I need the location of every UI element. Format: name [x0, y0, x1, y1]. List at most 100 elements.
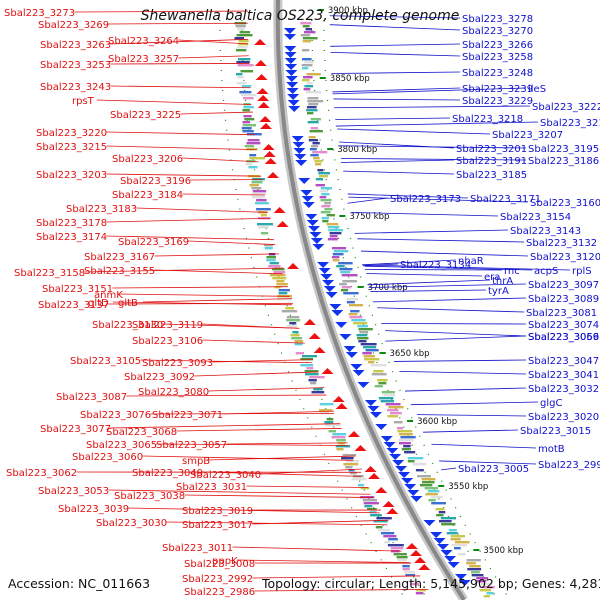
forward-gene-arrow — [308, 333, 321, 339]
gene-band — [388, 538, 398, 541]
gene-band — [322, 220, 329, 223]
left-leader-line — [112, 301, 293, 306]
left-leader-line — [156, 443, 348, 446]
gene-band — [363, 502, 379, 505]
reverse-gene-arrow — [323, 286, 336, 292]
left-gene-label: Sbal223_3206 — [112, 154, 183, 165]
gene-band — [340, 289, 349, 292]
left-gene-label: Sbal223_3183 — [66, 204, 137, 215]
gene-band — [302, 67, 309, 70]
right-gene-label: Sbal223_3248 — [462, 68, 533, 79]
left-leader-line — [222, 410, 334, 415]
right-gene-label: Sbal223_3160 — [530, 198, 600, 209]
reverse-gene-arrow — [287, 94, 300, 100]
gene-band — [256, 199, 267, 202]
gene-band — [410, 583, 419, 586]
left-gene-label: anmK — [94, 290, 123, 301]
left-leader-line — [226, 442, 348, 445]
gene-band — [416, 589, 426, 592]
left-gene-label: Sbal223_3137 — [38, 300, 109, 311]
gene-band — [294, 343, 303, 346]
gene-band — [242, 121, 251, 124]
gene-band — [310, 382, 317, 385]
reverse-gene-arrow — [284, 46, 297, 52]
gene-band — [419, 484, 433, 487]
gene-band — [303, 76, 313, 79]
gene-band — [349, 472, 357, 475]
reverse-gene-arrow — [317, 262, 330, 268]
left-leader-line — [194, 371, 319, 377]
gene-band — [303, 31, 316, 34]
left-gene-label: Sbal223_3065 — [86, 440, 157, 451]
gene-band — [370, 364, 387, 367]
reverse-gene-arrow — [283, 28, 296, 34]
gene-band — [363, 346, 377, 349]
gene-band — [308, 103, 319, 106]
left-gene-label: Sbal223_2986 — [184, 587, 255, 598]
forward-gene-arrow — [256, 88, 269, 94]
right-leader-line — [347, 193, 469, 199]
gene-band — [295, 352, 304, 355]
gene-band — [448, 529, 457, 532]
gene-band — [333, 250, 349, 253]
gene-band — [399, 442, 411, 445]
map-title: Shewanella baltica OS223, complete genom… — [140, 8, 460, 24]
right-gene-label: Sbal223_3097 — [528, 280, 599, 291]
left-gene-label: Sbal223_3008 — [184, 559, 255, 570]
left-leader-line — [110, 85, 251, 89]
left-leader-line — [184, 494, 373, 498]
gene-band — [328, 229, 344, 232]
left-gene-label: Sbal223_3077 — [40, 424, 111, 435]
gene-band — [331, 436, 346, 439]
left-gene-label: pppK — [212, 556, 238, 567]
right-gene-label: nhaR — [458, 256, 484, 267]
gene-band — [455, 541, 470, 544]
gene-band — [272, 268, 285, 271]
left-gene-label: Sbal223_3092 — [124, 372, 195, 383]
left-leader-line — [108, 22, 248, 25]
gene-band — [310, 118, 321, 121]
gene-band — [321, 193, 330, 196]
right-leader-line — [410, 401, 539, 406]
gene-band — [339, 283, 347, 286]
left-gene-label: Sbal223_3071 — [152, 410, 223, 421]
gene-band — [251, 193, 266, 196]
gene-band — [332, 253, 344, 256]
right-leader-line — [367, 279, 491, 286]
gene-band — [260, 214, 267, 217]
left-leader-line — [74, 10, 248, 13]
gene-band — [362, 352, 372, 355]
reverse-gene-arrow — [293, 148, 306, 154]
left-gene-label: Sbal223_3057 — [156, 440, 227, 451]
gene-band — [374, 385, 383, 388]
gene-band — [242, 124, 257, 127]
right-gene-label: Sbal223_3066 — [528, 332, 599, 343]
reverse-gene-arrow — [380, 436, 393, 442]
gene-band — [249, 157, 266, 160]
gene-band — [396, 427, 404, 430]
right-leader-line — [332, 87, 527, 95]
left-gene-label: Sbal223_3257 — [108, 54, 179, 65]
gene-band — [263, 244, 273, 247]
gene-band — [307, 100, 324, 103]
gene-band — [357, 325, 368, 328]
gene-band — [479, 589, 492, 592]
left-leader-line — [126, 394, 327, 397]
gene-band — [240, 70, 254, 73]
gene-band — [294, 340, 304, 343]
left-gene-label: Sbal223_3167 — [84, 252, 155, 263]
gene-band — [404, 451, 416, 454]
reverse-gene-arrow — [286, 82, 299, 88]
gene-band — [319, 403, 334, 406]
gene-band — [375, 526, 383, 529]
reverse-gene-arrow — [291, 136, 304, 142]
gene-band — [469, 565, 481, 568]
left-leader-line — [154, 269, 283, 275]
forward-gene-arrow — [257, 102, 270, 108]
right-leader-line — [360, 250, 529, 257]
gene-band — [481, 586, 495, 589]
gene-band — [356, 334, 368, 337]
right-leader-line — [357, 238, 525, 243]
right-leader-line — [333, 98, 461, 101]
gene-band — [306, 367, 314, 370]
